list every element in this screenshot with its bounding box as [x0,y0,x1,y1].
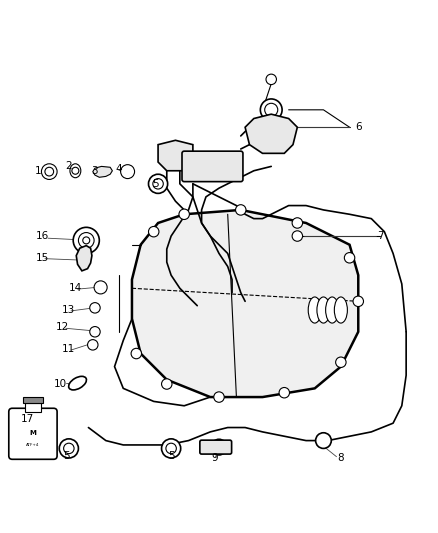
Circle shape [120,165,134,179]
Text: 5: 5 [64,451,70,461]
Text: 5: 5 [152,179,159,189]
Text: 9: 9 [212,453,218,463]
Text: 8: 8 [338,453,344,463]
Polygon shape [132,210,358,397]
Text: ATF+4: ATF+4 [26,443,39,447]
Circle shape [353,296,364,306]
Polygon shape [93,166,113,177]
Text: 4: 4 [116,164,122,174]
Text: 11: 11 [62,344,75,354]
Circle shape [214,392,224,402]
Text: 13: 13 [62,305,75,315]
Bar [25,403,41,412]
Text: 14: 14 [69,283,82,293]
Circle shape [279,387,290,398]
Circle shape [162,439,181,458]
Text: 16: 16 [36,231,49,241]
Ellipse shape [334,297,347,323]
Text: 1: 1 [35,166,42,176]
Circle shape [78,232,94,248]
Circle shape [292,218,303,228]
FancyBboxPatch shape [182,151,243,182]
Circle shape [90,303,100,313]
Circle shape [162,379,172,389]
Circle shape [21,422,45,445]
Circle shape [236,205,246,215]
Circle shape [153,179,163,189]
Polygon shape [158,140,193,171]
Polygon shape [245,114,297,154]
Circle shape [316,433,331,448]
Circle shape [211,439,227,455]
Circle shape [64,443,74,454]
Circle shape [336,357,346,367]
Circle shape [260,99,282,120]
Circle shape [187,161,198,172]
Circle shape [148,174,168,193]
Text: M: M [29,431,36,437]
Circle shape [166,443,177,454]
Circle shape [201,443,209,451]
Bar [23,397,43,403]
Text: 17: 17 [21,414,34,424]
Circle shape [215,443,223,451]
Circle shape [179,209,189,220]
Ellipse shape [308,297,321,323]
Ellipse shape [69,376,86,390]
Circle shape [59,439,78,458]
Ellipse shape [70,164,81,177]
Circle shape [131,349,141,359]
Circle shape [90,327,100,337]
Ellipse shape [317,297,330,323]
Circle shape [42,164,57,180]
Circle shape [292,231,303,241]
Circle shape [266,74,276,85]
FancyBboxPatch shape [9,408,57,459]
Circle shape [45,167,53,176]
FancyBboxPatch shape [200,440,232,454]
Text: 6: 6 [355,122,362,132]
Text: 3: 3 [92,166,98,176]
Polygon shape [76,246,92,271]
Text: 2: 2 [66,161,72,172]
Ellipse shape [325,297,339,323]
Circle shape [265,103,278,116]
Circle shape [223,443,231,451]
Circle shape [72,167,79,174]
Text: 15: 15 [36,253,49,263]
Text: 10: 10 [53,379,67,389]
Text: 12: 12 [56,322,69,333]
Circle shape [73,228,99,254]
Circle shape [83,237,90,244]
Circle shape [344,253,355,263]
Circle shape [223,162,232,171]
Text: 5: 5 [168,451,174,461]
Text: 7: 7 [377,231,383,241]
Circle shape [148,227,159,237]
Circle shape [94,281,107,294]
Circle shape [88,340,98,350]
